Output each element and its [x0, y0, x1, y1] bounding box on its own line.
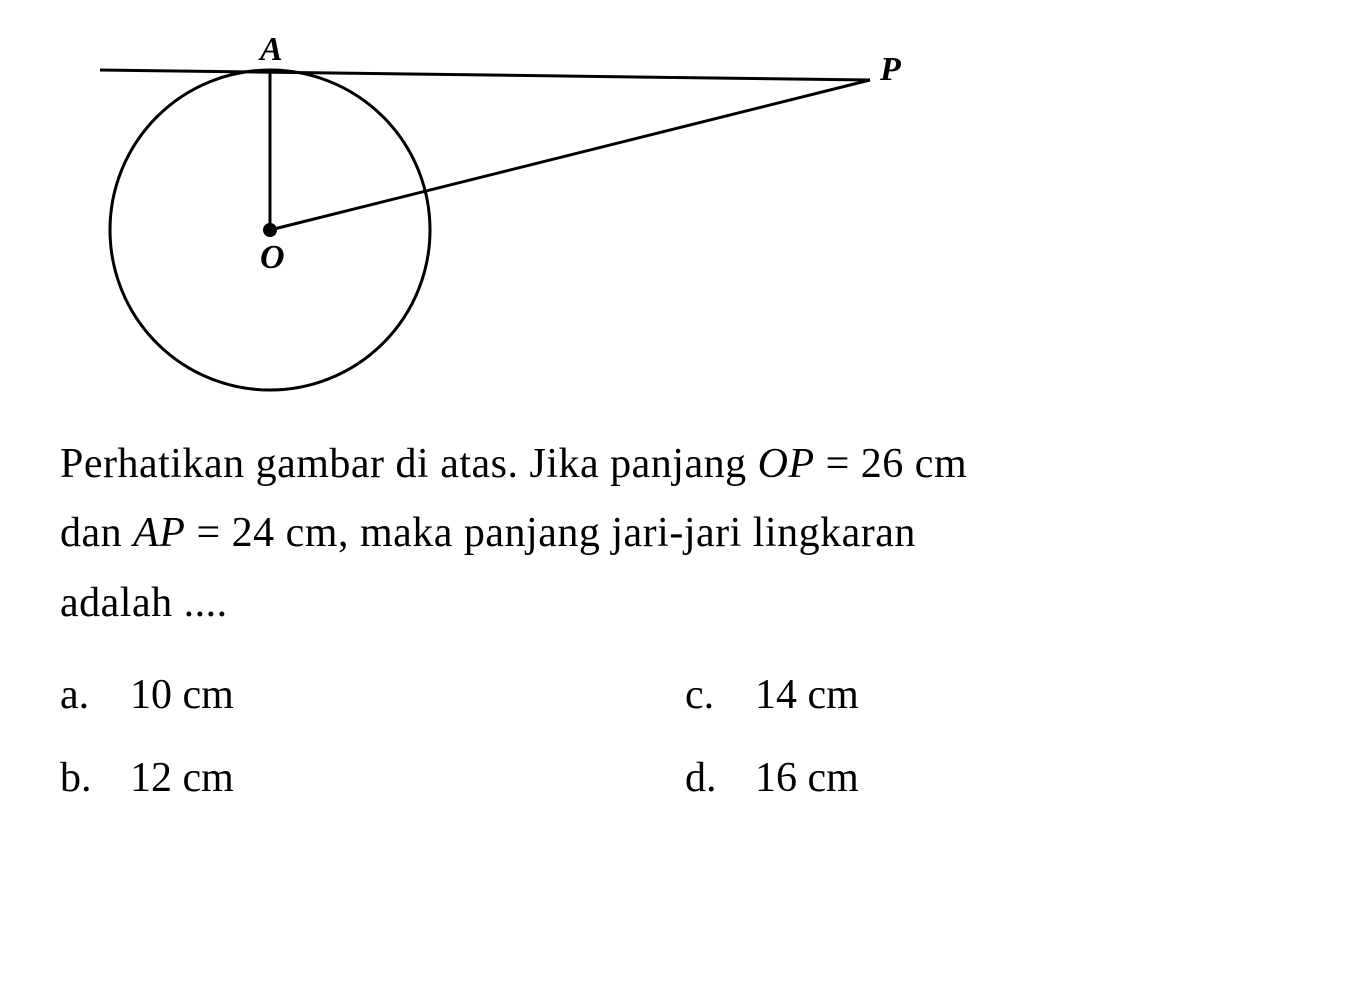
question-line1-part2: = 26 cm [815, 441, 968, 487]
option-d-letter: d. [685, 741, 755, 817]
question-var-op: OP [758, 441, 815, 487]
option-c: c. 14 cm [685, 658, 1310, 734]
question-line2-part2: = 24 cm, maka panjang jari-jari lingkara… [185, 510, 915, 556]
option-b-letter: b. [60, 741, 130, 817]
options-right-column: c. 14 cm d. 16 cm [685, 658, 1310, 825]
question-line2-part1: dan [60, 510, 133, 556]
center-point [263, 223, 277, 237]
question-var-ap: AP [133, 510, 185, 556]
question-text: Perhatikan gambar di atas. Jika panjang … [60, 430, 1310, 638]
question-line3: adalah .... [60, 580, 228, 626]
option-d-value: 16 cm [755, 741, 1310, 817]
options-left-column: a. 10 cm b. 12 cm [60, 658, 685, 825]
line-op [270, 80, 870, 230]
label-o: O [260, 239, 285, 276]
option-c-value: 14 cm [755, 658, 1310, 734]
circle-tangent-diagram: O A P [60, 20, 920, 400]
option-b: b. 12 cm [60, 741, 685, 817]
answer-options: a. 10 cm b. 12 cm c. 14 cm d. 16 cm [60, 658, 1310, 825]
question-line1-part1: Perhatikan gambar di atas. Jika panjang [60, 441, 758, 487]
geometry-diagram: O A P [60, 20, 920, 400]
label-a: A [258, 31, 283, 68]
option-c-letter: c. [685, 658, 755, 734]
option-a: a. 10 cm [60, 658, 685, 734]
option-b-value: 12 cm [130, 741, 685, 817]
option-a-value: 10 cm [130, 658, 685, 734]
label-p: P [879, 51, 901, 88]
option-d: d. 16 cm [685, 741, 1310, 817]
option-a-letter: a. [60, 658, 130, 734]
